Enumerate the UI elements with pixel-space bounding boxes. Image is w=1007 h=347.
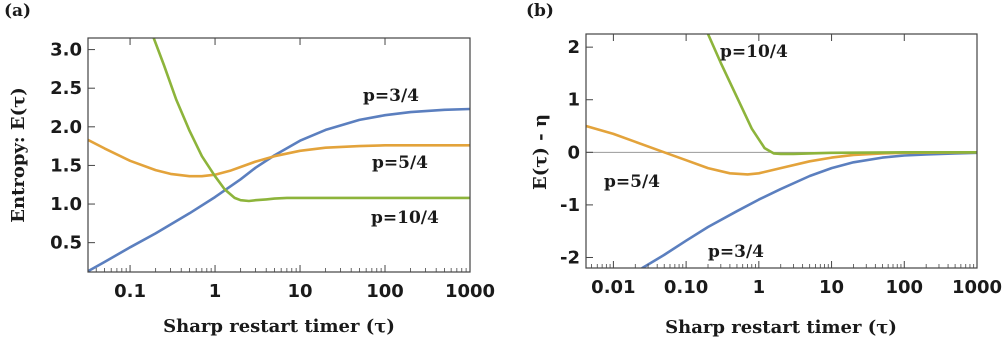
panel-b-annotation-p34: p=3/4 [708,242,764,262]
panel-b: (b) 0.01 0.10 1 10 100 1000 -2 -1 0 1 2 Sharp res… [526,1,1002,338]
panel-a-label: (a) [4,1,31,21]
x-tick-label: 1 [753,277,766,298]
x-tick-label: 1 [209,281,222,302]
series-line-p54 [88,138,470,178]
x-tick-label: 1000 [445,281,495,302]
series-line-p104 [706,34,977,156]
x-tick-label: 10 [819,277,844,298]
y-tick-label: 2.5 [50,78,82,99]
panel-b-x-ticks: 0.01 0.10 1 10 100 1000 [591,34,1002,298]
x-tick-label: 100 [366,281,404,302]
y-tick-label: -1 [560,195,580,216]
series-line-p54 [586,124,977,176]
x-tick-label: 0.01 [591,277,635,298]
panel-a-plot-area [88,38,470,272]
y-tick-label: 1.0 [50,194,82,215]
panel-b-frame [585,33,978,269]
y-tick-label: 3.0 [50,40,82,61]
y-tick-label: -2 [560,247,580,268]
panel-a-y-axis-label: Entropy: E(τ) [8,87,29,222]
y-tick-label: 0 [567,142,580,163]
panel-a-annotation-p54: p=5/4 [372,153,428,173]
series-line-p104 [152,38,470,203]
panel-b-x-axis-label: Sharp restart timer (τ) [665,317,897,338]
panel-a-x-axis-label: Sharp restart timer (τ) [163,316,395,337]
y-tick-label: 0.5 [50,233,82,254]
panel-a-frame [87,37,471,273]
y-tick-label: 1.5 [50,155,82,176]
y-tick-label: 2.0 [50,117,82,138]
x-tick-label: 100 [885,277,923,298]
panel-a-annotation-p104: p=10/4 [371,208,439,228]
panel-a: (a) 0.1 1 10 100 1000 0.5 1.0 1.5 2.0 2.5 3.0 Sha… [4,1,495,337]
x-tick-label: 10 [287,281,312,302]
x-tick-label: 0.10 [664,277,708,298]
y-tick-label: 2 [567,37,580,58]
series-line-p34 [88,107,470,272]
panel-b-plot-area [586,34,977,268]
panel-a-y-ticks: 0.5 1.0 1.5 2.0 2.5 3.0 [50,40,95,254]
panel-a-annotation-p34: p=3/4 [363,86,419,106]
panel-b-y-ticks: -2 -1 0 1 2 [560,37,593,268]
panel-b-y-axis-label: E(τ) - η [530,114,551,190]
panel-b-annotation-p54: p=5/4 [604,172,660,192]
panel-b-label: (b) [526,1,554,21]
series-line-p34 [641,151,977,268]
y-tick-label: 1 [567,90,580,111]
x-tick-label: 1000 [952,277,1002,298]
panel-b-annotation-p104: p=10/4 [720,42,788,62]
x-tick-label: 0.1 [114,281,146,302]
panel-a-x-ticks: 0.1 1 10 100 1000 [95,38,495,302]
